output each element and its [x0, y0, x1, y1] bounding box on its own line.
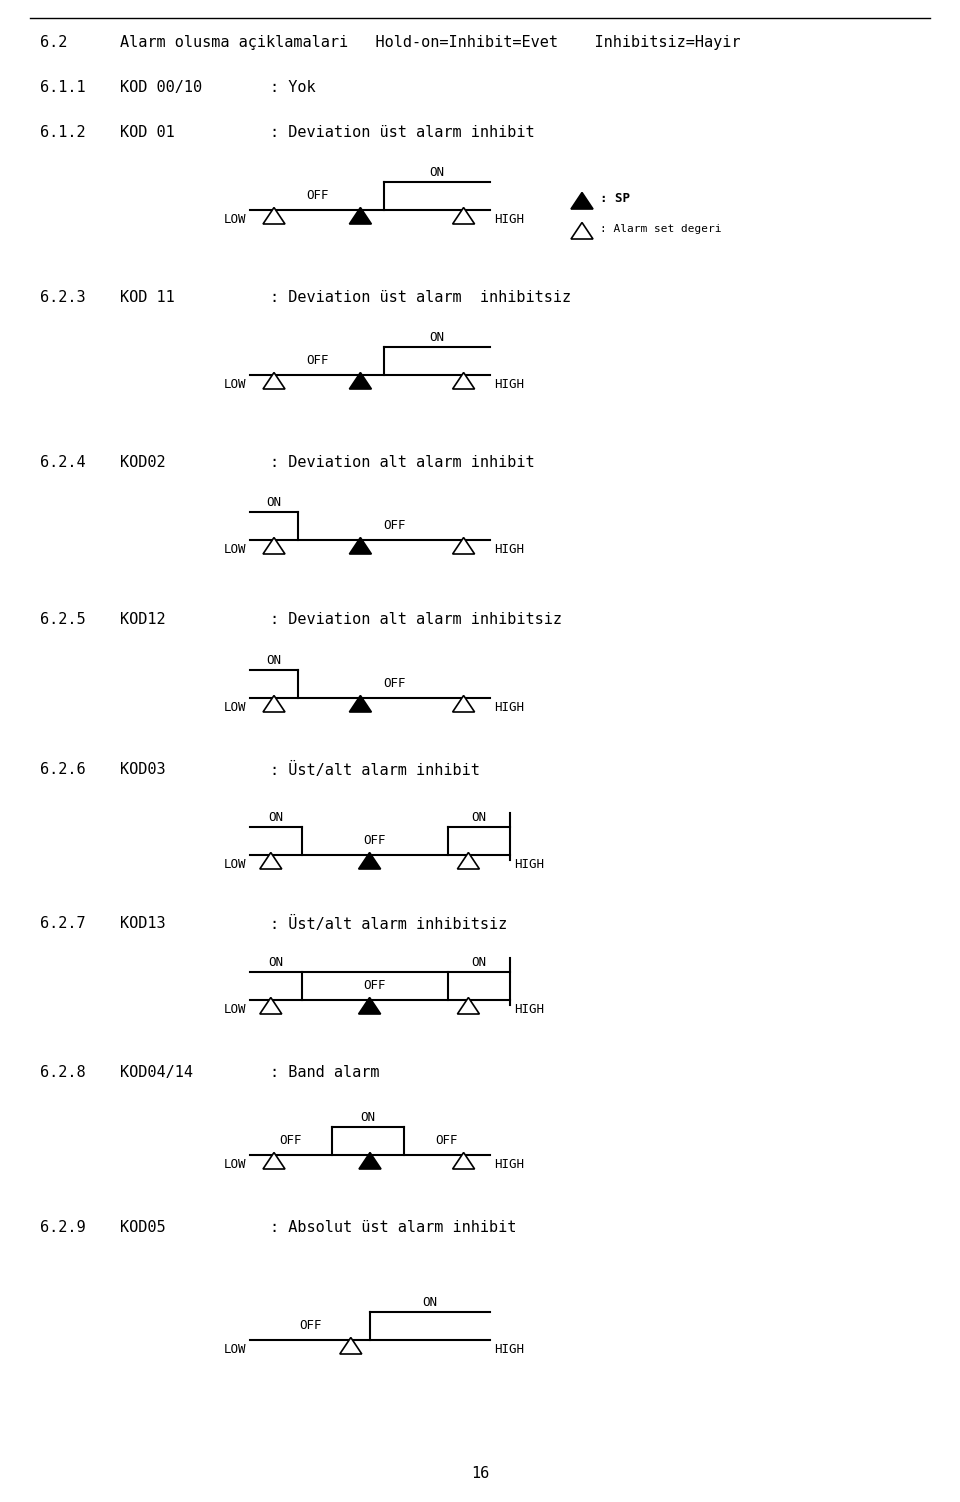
- Polygon shape: [349, 372, 372, 389]
- Text: ON: ON: [267, 496, 281, 509]
- Polygon shape: [359, 997, 380, 1014]
- Polygon shape: [452, 372, 474, 389]
- Text: : Deviation üst alarm  inhibitsiz: : Deviation üst alarm inhibitsiz: [270, 290, 571, 305]
- Text: OFF: OFF: [383, 676, 405, 689]
- Text: KOD05: KOD05: [120, 1220, 166, 1235]
- Polygon shape: [263, 207, 285, 224]
- Text: OFF: OFF: [364, 834, 386, 847]
- Text: LOW: LOW: [224, 544, 246, 556]
- Polygon shape: [263, 695, 285, 712]
- Text: OFF: OFF: [306, 189, 328, 201]
- Text: Alarm olusma açiklamalari   Hold-on=Inhibit=Evet    Inhibitsiz=Hayir: Alarm olusma açiklamalari Hold-on=Inhibi…: [120, 35, 740, 50]
- Text: : Absolut üst alarm inhibit: : Absolut üst alarm inhibit: [270, 1220, 516, 1235]
- Polygon shape: [452, 538, 474, 554]
- Text: OFF: OFF: [383, 518, 405, 532]
- Text: OFF: OFF: [299, 1319, 322, 1332]
- Polygon shape: [457, 853, 479, 870]
- Text: ON: ON: [422, 1296, 438, 1310]
- Text: ON: ON: [360, 1111, 375, 1123]
- Polygon shape: [359, 853, 380, 870]
- Text: 6.2.9: 6.2.9: [40, 1220, 85, 1235]
- Polygon shape: [571, 222, 593, 239]
- Text: : Üst/alt alarm inhibitsiz: : Üst/alt alarm inhibitsiz: [270, 916, 507, 933]
- Polygon shape: [359, 1152, 381, 1169]
- Polygon shape: [452, 695, 474, 712]
- Text: : Deviation alt alarm inhibit: : Deviation alt alarm inhibit: [270, 455, 535, 470]
- Text: : Deviation üst alarm inhibit: : Deviation üst alarm inhibit: [270, 125, 535, 140]
- Polygon shape: [452, 207, 474, 224]
- Text: ON: ON: [269, 811, 283, 825]
- Text: OFF: OFF: [279, 1134, 302, 1146]
- Text: KOD 11: KOD 11: [120, 290, 175, 305]
- Text: : Üst/alt alarm inhibit: : Üst/alt alarm inhibit: [270, 762, 480, 778]
- Text: HIGH: HIGH: [494, 1158, 524, 1172]
- Text: ON: ON: [269, 955, 283, 969]
- Text: LOW: LOW: [224, 1343, 246, 1356]
- Text: KOD 00/10: KOD 00/10: [120, 80, 203, 95]
- Text: KOD03: KOD03: [120, 762, 166, 777]
- Text: KOD04/14: KOD04/14: [120, 1065, 193, 1080]
- Text: 6.1.1: 6.1.1: [40, 80, 85, 95]
- Text: LOW: LOW: [224, 213, 246, 225]
- Text: 6.2.8: 6.2.8: [40, 1065, 85, 1080]
- Text: ON: ON: [267, 653, 281, 667]
- Polygon shape: [571, 192, 593, 209]
- Text: LOW: LOW: [224, 1003, 246, 1015]
- Text: HIGH: HIGH: [494, 544, 524, 556]
- Text: LOW: LOW: [224, 379, 246, 391]
- Text: HIGH: HIGH: [494, 213, 524, 225]
- Polygon shape: [263, 372, 285, 389]
- Text: ON: ON: [430, 167, 444, 179]
- Text: LOW: LOW: [224, 1158, 246, 1172]
- Polygon shape: [340, 1337, 362, 1353]
- Text: OFF: OFF: [436, 1134, 458, 1146]
- Text: HIGH: HIGH: [514, 858, 544, 871]
- Text: : Yok: : Yok: [270, 80, 316, 95]
- Text: KOD13: KOD13: [120, 916, 166, 931]
- Text: 6.2.7: 6.2.7: [40, 916, 85, 931]
- Text: LOW: LOW: [224, 701, 246, 713]
- Text: HIGH: HIGH: [494, 379, 524, 391]
- Text: HIGH: HIGH: [494, 701, 524, 713]
- Text: LOW: LOW: [224, 858, 246, 871]
- Text: ON: ON: [471, 955, 487, 969]
- Polygon shape: [263, 1152, 285, 1169]
- Text: : Alarm set degeri: : Alarm set degeri: [600, 224, 722, 234]
- Text: 6.1.2: 6.1.2: [40, 125, 85, 140]
- Polygon shape: [349, 695, 372, 712]
- Text: 6.2.6: 6.2.6: [40, 762, 85, 777]
- Text: 6.2: 6.2: [40, 35, 67, 50]
- Text: KOD12: KOD12: [120, 611, 166, 626]
- Text: : SP: : SP: [600, 192, 630, 206]
- Polygon shape: [263, 538, 285, 554]
- Polygon shape: [452, 1152, 474, 1169]
- Text: ON: ON: [430, 330, 444, 344]
- Text: : Deviation alt alarm inhibitsiz: : Deviation alt alarm inhibitsiz: [270, 611, 562, 626]
- Text: KOD 01: KOD 01: [120, 125, 175, 140]
- Text: : Band alarm: : Band alarm: [270, 1065, 379, 1080]
- Text: HIGH: HIGH: [514, 1003, 544, 1015]
- Text: KOD02: KOD02: [120, 455, 166, 470]
- Text: OFF: OFF: [364, 979, 386, 991]
- Polygon shape: [260, 997, 282, 1014]
- Polygon shape: [349, 207, 372, 224]
- Polygon shape: [349, 538, 372, 554]
- Text: 6.2.4: 6.2.4: [40, 455, 85, 470]
- Text: ON: ON: [471, 811, 487, 825]
- Text: HIGH: HIGH: [494, 1343, 524, 1356]
- Polygon shape: [260, 853, 282, 870]
- Text: OFF: OFF: [306, 353, 328, 366]
- Text: 16: 16: [470, 1466, 490, 1481]
- Text: 6.2.5: 6.2.5: [40, 611, 85, 626]
- Text: 6.2.3: 6.2.3: [40, 290, 85, 305]
- Polygon shape: [457, 997, 479, 1014]
